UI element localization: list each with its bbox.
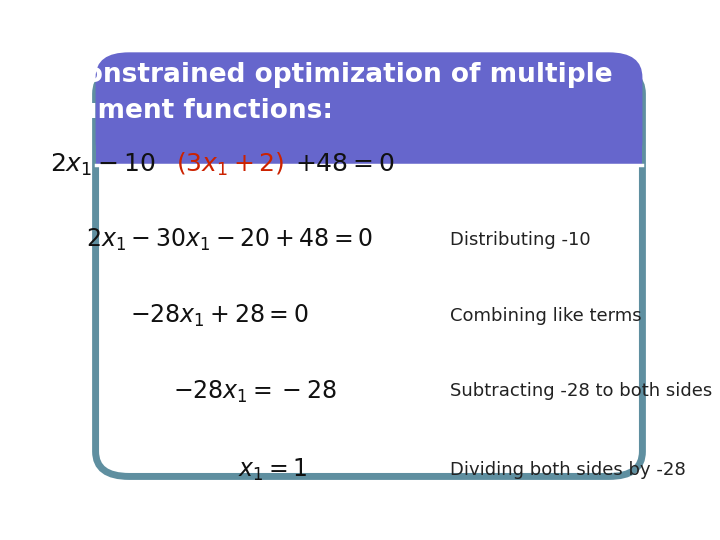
Text: Dividing both sides by -28: Dividing both sides by -28 (450, 461, 685, 479)
FancyBboxPatch shape (96, 52, 642, 167)
Text: $2x_1-10$: $2x_1-10$ (50, 152, 156, 178)
Text: $x_1=1$: $x_1=1$ (238, 457, 307, 483)
Text: $-28x_1+28=0$: $-28x_1+28=0$ (130, 303, 308, 329)
Text: $2x_1-30x_1-20+48=0$: $2x_1-30x_1-20+48=0$ (86, 227, 374, 253)
Text: $(3x_1+2)$: $(3x_1+2)$ (176, 151, 285, 178)
FancyBboxPatch shape (96, 69, 642, 476)
Text: Unconstrained optimization of multiple: Unconstrained optimization of multiple (29, 62, 613, 87)
Text: Distributing -10: Distributing -10 (450, 231, 590, 249)
Text: argument functions:: argument functions: (29, 98, 333, 124)
Text: Combining like terms: Combining like terms (450, 307, 642, 325)
Bar (96, 146, 642, 167)
Text: $+48=0$: $+48=0$ (295, 153, 395, 177)
Text: Subtracting -28 to both sides: Subtracting -28 to both sides (450, 382, 712, 401)
Text: $-28x_1=-28$: $-28x_1=-28$ (173, 379, 336, 404)
